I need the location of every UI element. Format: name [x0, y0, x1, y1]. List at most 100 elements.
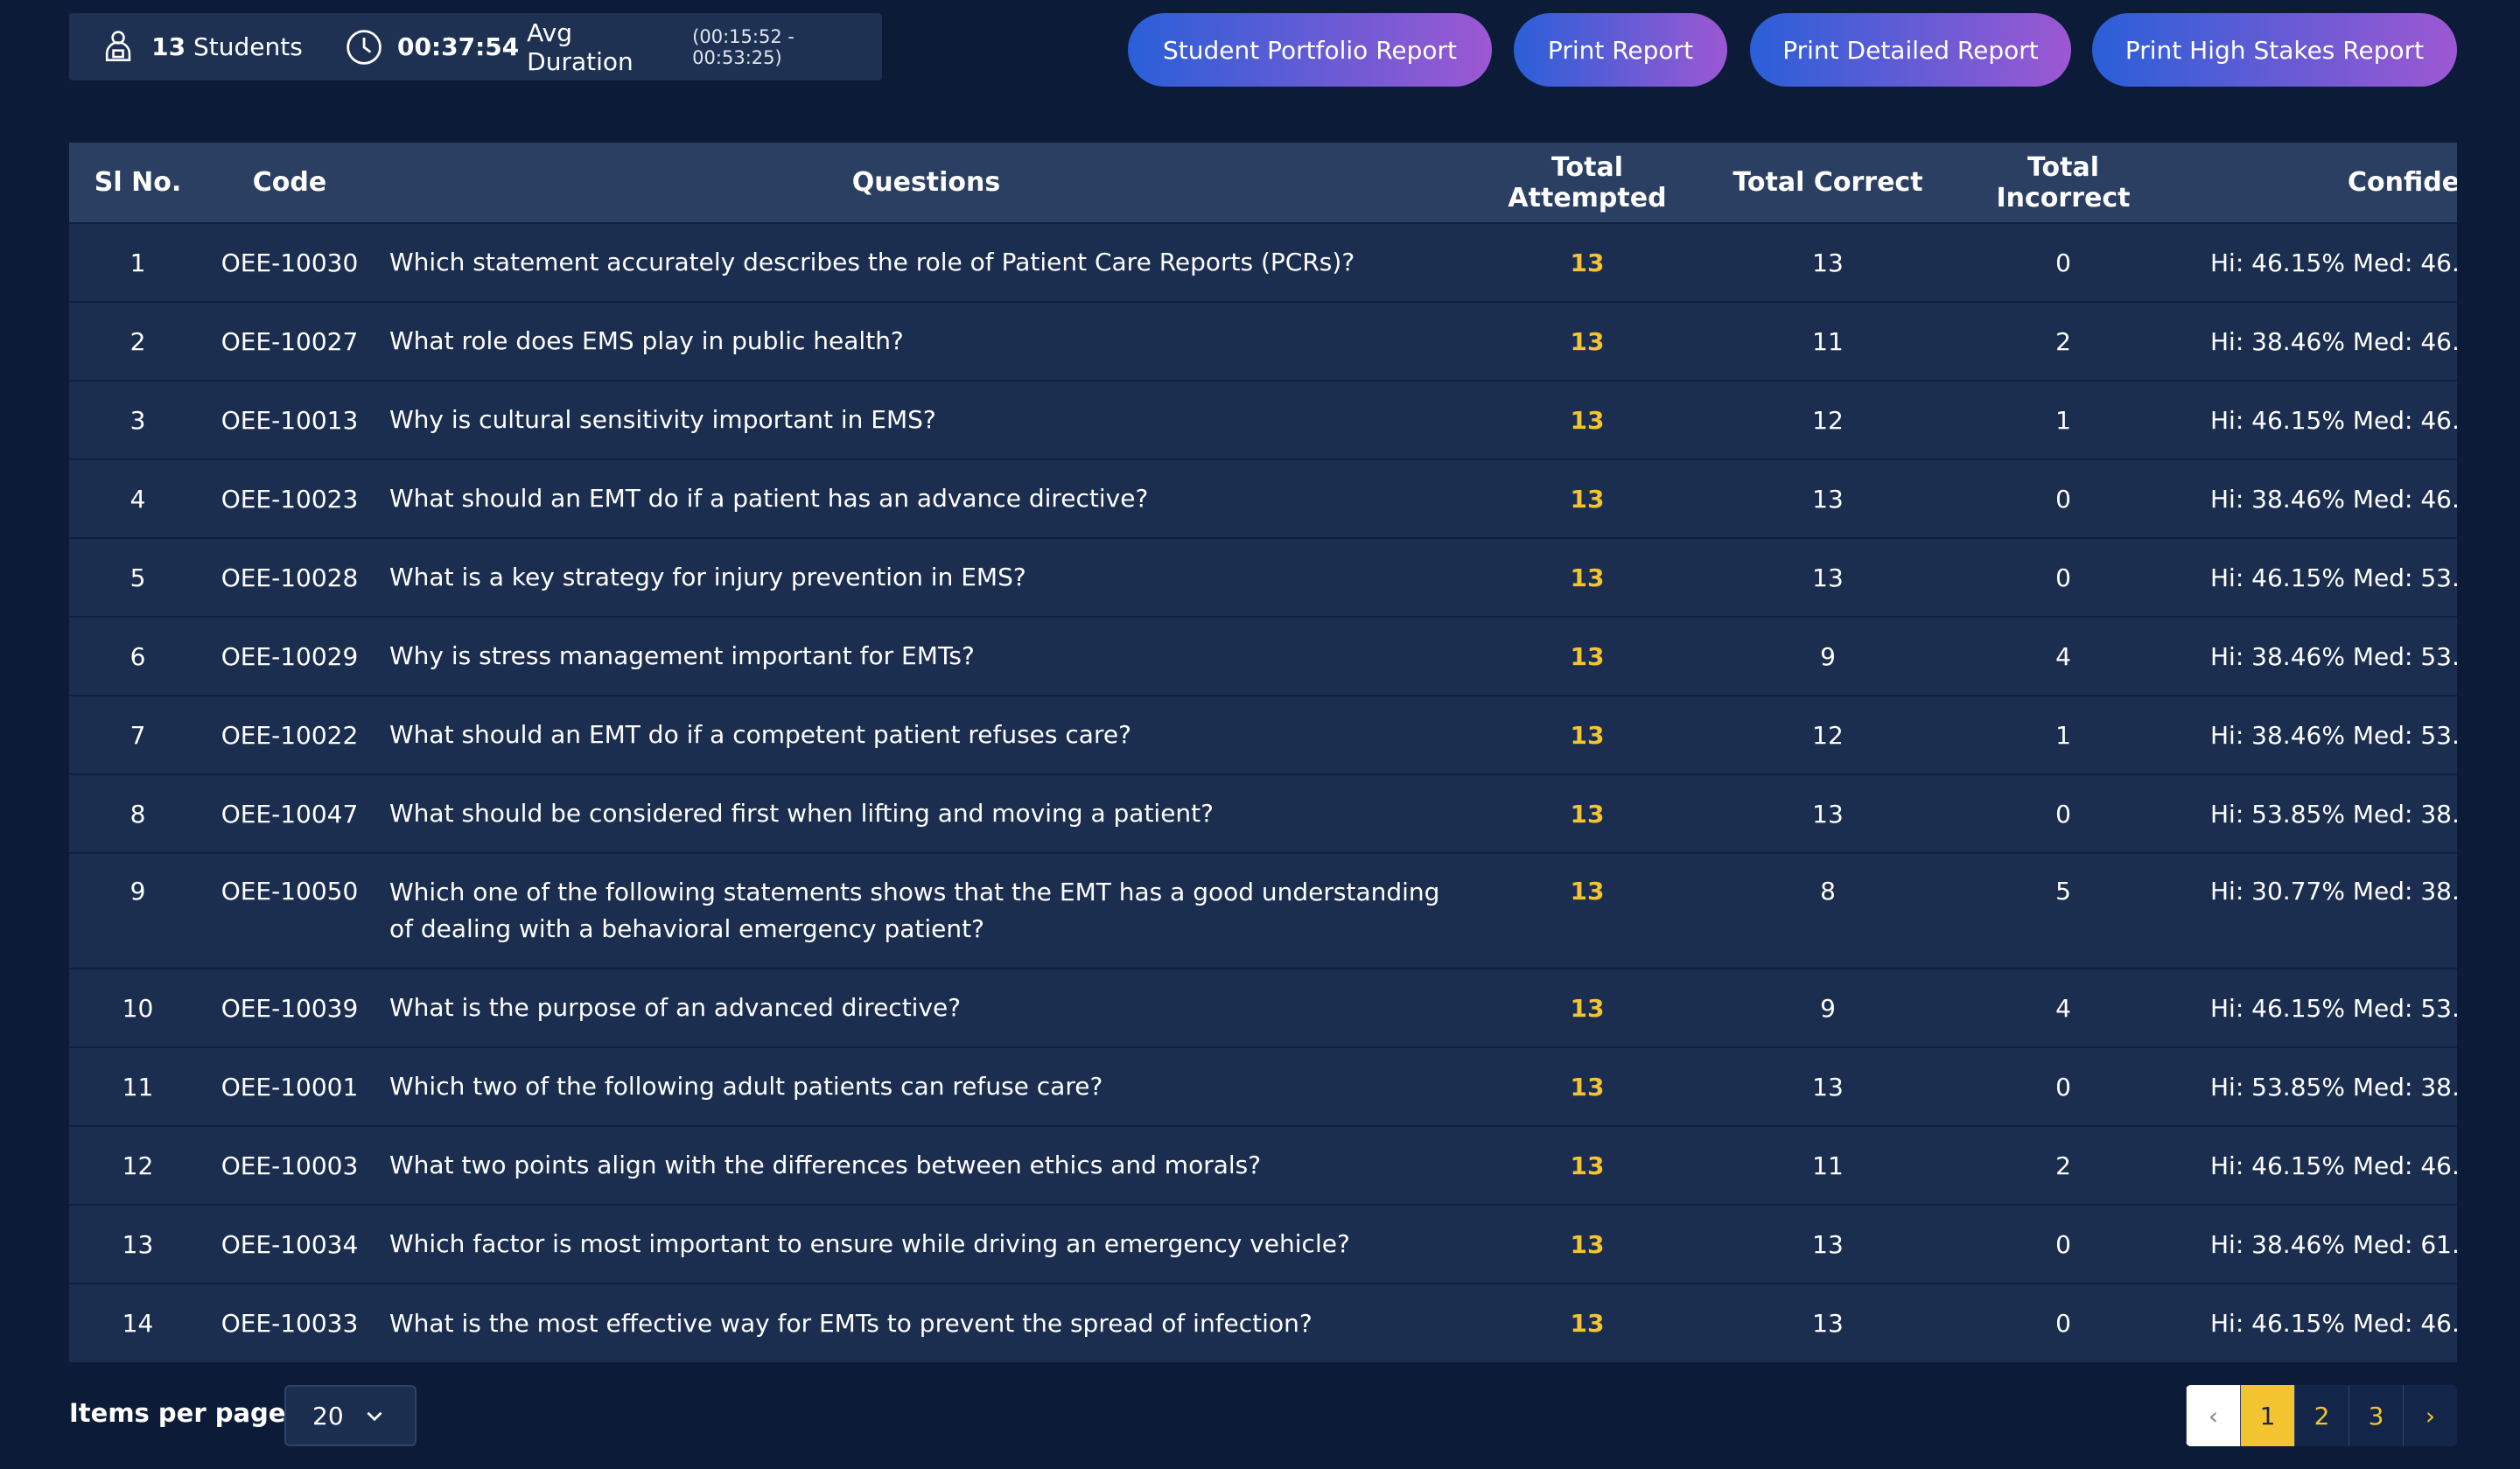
table-cell: 8	[69, 773, 206, 853]
table-cell: 8	[1695, 852, 1961, 969]
page-button[interactable]: 3	[2348, 1385, 2403, 1446]
page-size: 20	[312, 1401, 344, 1431]
table-row: 13 OEE-10034 Which factor is most importan…	[69, 1204, 2457, 1284]
table-cell: Hi: 46.15% Med: 46.15	[2166, 380, 2457, 459]
table-cell: What should an EMT do if a competent pat…	[373, 695, 1480, 774]
table-cell: 13	[1480, 1125, 1695, 1205]
clock-icon	[346, 29, 382, 65]
table-cell: Which statement accurately describes the…	[373, 222, 1480, 302]
table-cell: 13	[1480, 222, 1695, 302]
table-cell: Hi: 38.46% Med: 53.85	[2166, 616, 2457, 696]
table-cell: 13	[1480, 537, 1695, 617]
table-cell: 13	[1695, 1283, 1961, 1362]
table-row: 9 OEE-10050 Which one of the following sta…	[69, 852, 2457, 969]
table-cell: 4	[69, 458, 206, 538]
table-cell: 7	[69, 695, 206, 774]
table-row: 10 OEE-10039 What is the purpose of an adv…	[69, 968, 2457, 1047]
table-cell: 14	[69, 1283, 206, 1362]
table-cell: Hi: 38.46% Med: 46.15	[2166, 301, 2457, 381]
print-button[interactable]: Print Report	[1514, 13, 1727, 87]
table-cell: 0	[1961, 458, 2166, 538]
table-cell: 12	[1695, 380, 1961, 459]
table-cell: 10	[69, 968, 206, 1047]
table-cell: 2	[1961, 1125, 2166, 1205]
table-cell: 9	[1695, 616, 1961, 696]
table-cell: 0	[1961, 222, 2166, 302]
table-cell: OEE-10047	[206, 773, 373, 853]
pagination: ‹ 1 2 3 ›	[2186, 1385, 2457, 1446]
table-cell: 1	[1961, 380, 2166, 459]
table-cell: 6	[69, 616, 206, 696]
table-row: 5 OEE-10028 What is a key strategy for inj…	[69, 537, 2457, 617]
table-row: 1 OEE-10030 Which statement accurately des…	[69, 222, 2457, 302]
table-cell: Hi: 38.46% Med: 46.15	[2166, 458, 2457, 538]
table-cell: Hi: 46.15% Med: 53.85	[2166, 968, 2457, 1047]
page-button[interactable]: ‹	[2186, 1385, 2240, 1446]
table-cell: 13	[1480, 301, 1695, 381]
table-cell: Hi: 38.46% Med: 53.85	[2166, 695, 2457, 774]
table-cell: OEE-10033	[206, 1283, 373, 1362]
table-row: 6 OEE-10029 Why is stress management impor…	[69, 616, 2457, 696]
table-cell: 13	[1695, 1204, 1961, 1284]
portfolio-button[interactable]: Student Portfolio Report	[1128, 13, 1492, 87]
table-cell: 13	[1480, 380, 1695, 459]
table-cell: 0	[1961, 1283, 2166, 1362]
table-cell: 4	[1961, 968, 2166, 1047]
table-cell: OEE-10029	[206, 616, 373, 696]
table-cell: Which two of the following adult patient…	[373, 1046, 1480, 1126]
table-cell: OEE-10013	[206, 380, 373, 459]
table-cell: Hi: 46.15% Med: 53.85	[2166, 537, 2457, 617]
page-button[interactable]: 1	[2240, 1385, 2294, 1446]
print-detailed-button[interactable]: Print Detailed Report	[1750, 13, 2071, 87]
table-cell: 13	[1480, 1204, 1695, 1284]
table-cell: 12	[69, 1125, 206, 1205]
avg-label: Avg Duration	[527, 17, 634, 76]
table-cell: 13	[1695, 1046, 1961, 1126]
students-icon	[105, 30, 131, 61]
table-cell: 9	[69, 852, 206, 969]
table-cell: What is a key strategy for injury preven…	[373, 537, 1480, 617]
table-cell: What is the purpose of an advanced direc…	[373, 968, 1480, 1047]
page-button[interactable]: 2	[2294, 1385, 2348, 1446]
table-cell: Hi: 30.77% Med: 38.46	[2166, 852, 2457, 969]
page-size-select[interactable]: 20	[284, 1385, 416, 1446]
table-row: 14 OEE-10033 What is the most effective wa…	[69, 1283, 2457, 1362]
table-cell: What two points align with the differenc…	[373, 1125, 1480, 1205]
table-row: 12 OEE-10003 What two points align with th…	[69, 1125, 2457, 1205]
table-cell: 11	[1695, 1125, 1961, 1205]
table-cell: 2	[69, 301, 206, 381]
table-cell: What should be considered first when lif…	[373, 773, 1480, 853]
avg-duration: 00:37:54	[396, 32, 520, 61]
page-button[interactable]: ›	[2403, 1385, 2457, 1446]
chevron-icon	[367, 1411, 382, 1422]
table-cell: Hi: 53.85% Med: 38.46	[2166, 773, 2457, 853]
table-cell: 13	[1480, 695, 1695, 774]
table-row: 8 OEE-10047 What should be considered firs…	[69, 773, 2457, 853]
table-cell: What should an EMT do if a patient has a…	[373, 458, 1480, 538]
table-cell: 13	[1480, 616, 1695, 696]
table-cell: 5	[1961, 852, 2166, 969]
table-cell: OEE-10027	[206, 301, 373, 381]
table-cell: 4	[1961, 616, 2166, 696]
table-cell: 13	[69, 1204, 206, 1284]
table-cell: OEE-10034	[206, 1204, 373, 1284]
table-cell: OEE-10028	[206, 537, 373, 617]
table-cell: 13	[1480, 458, 1695, 538]
table-cell: Hi: 46.15% Med: 46.15	[2166, 1125, 2457, 1205]
table-cell: 0	[1961, 1204, 2166, 1284]
table-cell: 13	[1480, 1046, 1695, 1126]
table-cell: 13	[1695, 537, 1961, 617]
table-row: 11 OEE-10001 Which two of the following ad…	[69, 1046, 2457, 1126]
table-row: 2 OEE-10027 What role does EMS play in pub…	[69, 301, 2457, 381]
table-cell: 12	[1695, 695, 1961, 774]
table-cell: What is the most effective way for EMTs …	[373, 1283, 1480, 1362]
print-high-stakes-button[interactable]: Print High Stakes Report	[2092, 13, 2457, 87]
table-cell: 11	[1695, 301, 1961, 381]
table-cell: Why is cultural sensitivity important in…	[373, 380, 1480, 459]
column-header: Total Attempted	[1480, 143, 1695, 223]
table-cell: OEE-10039	[206, 968, 373, 1047]
table-cell: 13	[1480, 968, 1695, 1047]
column-header: Sl No.	[69, 143, 206, 223]
